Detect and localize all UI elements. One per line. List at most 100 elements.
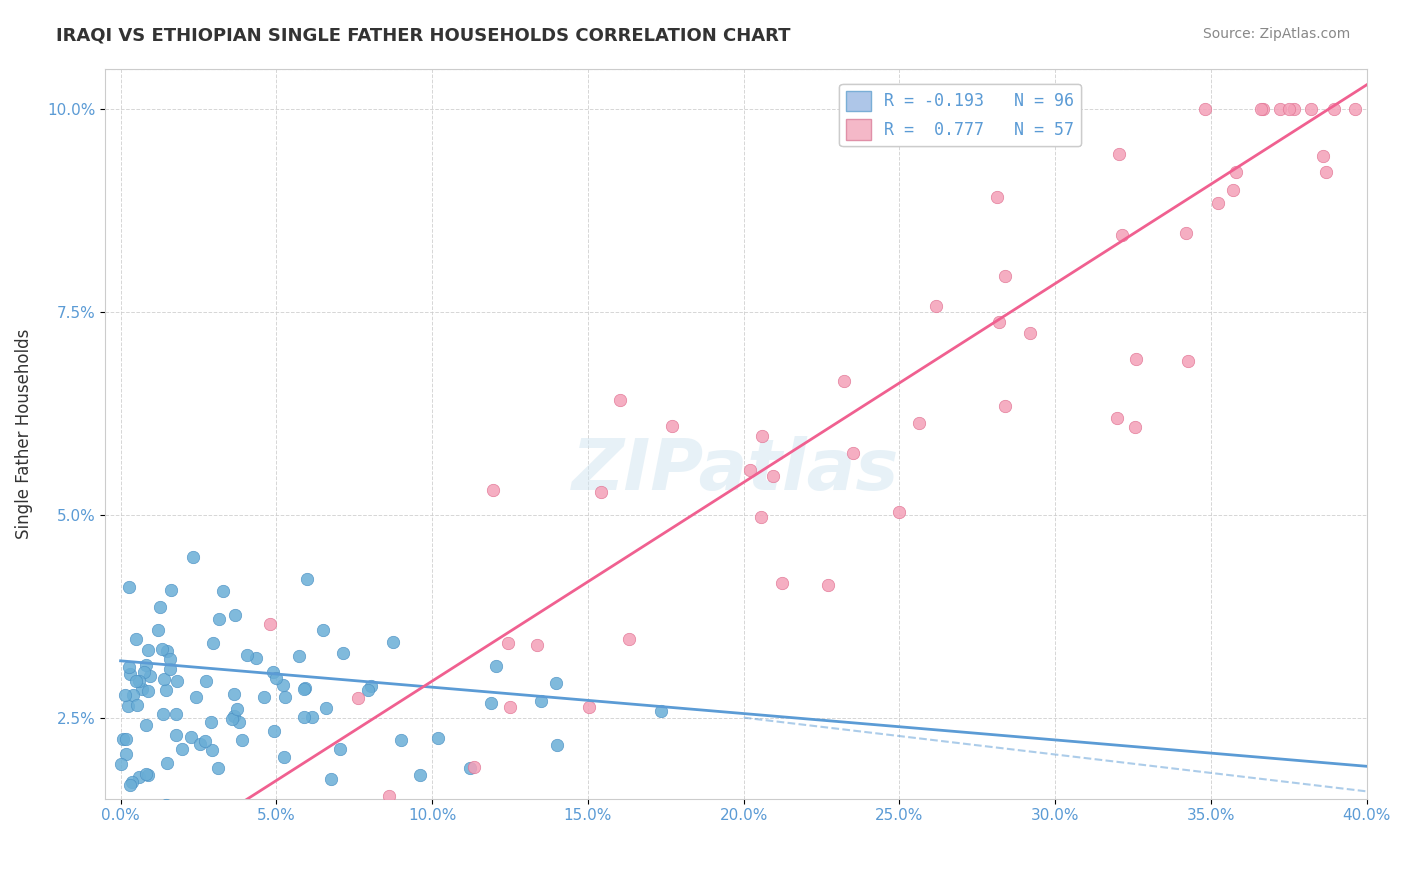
- Point: [236, 648, 259, 662]
- Point: [180, 730, 202, 744]
- Point: [479, 696, 502, 710]
- Point: [1323, 102, 1346, 116]
- Point: [1315, 165, 1337, 179]
- Point: [288, 648, 311, 663]
- Point: [650, 704, 672, 718]
- Point: [841, 446, 863, 460]
- Point: [132, 665, 155, 679]
- Point: [120, 667, 142, 681]
- Point: [1107, 411, 1129, 425]
- Point: [546, 738, 568, 752]
- Point: [264, 671, 287, 685]
- Point: [1018, 326, 1040, 340]
- Point: [485, 659, 508, 673]
- Point: [207, 761, 229, 775]
- Point: [1125, 351, 1147, 366]
- Point: [186, 690, 208, 704]
- Point: [1268, 102, 1291, 116]
- Point: [498, 699, 520, 714]
- Point: [994, 399, 1017, 413]
- Point: [135, 658, 157, 673]
- Point: [294, 681, 316, 696]
- Point: [170, 741, 193, 756]
- Point: [155, 797, 177, 812]
- Point: [526, 638, 548, 652]
- Point: [166, 674, 188, 689]
- Point: [987, 314, 1010, 328]
- Point: [346, 690, 368, 705]
- Point: [315, 701, 337, 715]
- Point: [125, 632, 148, 647]
- Point: [1174, 226, 1197, 240]
- Point: [1194, 102, 1216, 116]
- Point: [150, 642, 173, 657]
- Point: [749, 509, 772, 524]
- Point: [167, 838, 190, 852]
- Point: [762, 469, 785, 483]
- Point: [591, 485, 613, 500]
- Point: [202, 636, 225, 650]
- Point: [110, 756, 132, 771]
- Legend: R = -0.193   N = 96, R =  0.777   N = 57: R = -0.193 N = 96, R = 0.777 N = 57: [839, 84, 1081, 146]
- Point: [931, 120, 953, 135]
- Point: [128, 674, 150, 689]
- Point: [273, 690, 295, 704]
- Point: [1312, 149, 1334, 163]
- Point: [156, 644, 179, 658]
- Point: [1040, 102, 1063, 116]
- Point: [112, 732, 135, 747]
- Point: [463, 759, 485, 773]
- Point: [329, 742, 352, 756]
- Point: [1344, 102, 1367, 116]
- Point: [1123, 419, 1146, 434]
- Point: [437, 810, 460, 824]
- Point: [194, 733, 217, 747]
- Point: [427, 731, 450, 746]
- Point: [1250, 102, 1272, 116]
- Point: [834, 375, 856, 389]
- Point: [619, 632, 641, 646]
- Point: [118, 660, 141, 674]
- Point: [770, 575, 793, 590]
- Point: [146, 624, 169, 638]
- Point: [271, 678, 294, 692]
- Point: [165, 728, 187, 742]
- Point: [194, 673, 217, 688]
- Point: [292, 710, 315, 724]
- Point: [482, 483, 505, 498]
- Point: [181, 550, 204, 565]
- Point: [159, 582, 181, 597]
- Point: [321, 772, 343, 787]
- Point: [231, 733, 253, 747]
- Point: [201, 742, 224, 756]
- Point: [115, 732, 138, 747]
- Point: [381, 634, 404, 648]
- Point: [357, 682, 380, 697]
- Point: [212, 583, 235, 598]
- Point: [159, 651, 181, 665]
- Point: [409, 768, 432, 782]
- Point: [544, 675, 567, 690]
- Point: [115, 747, 138, 761]
- Point: [263, 665, 285, 679]
- Y-axis label: Single Father Households: Single Father Households: [15, 328, 32, 539]
- Point: [224, 709, 246, 723]
- Point: [253, 690, 276, 705]
- Point: [263, 723, 285, 738]
- Point: [131, 682, 153, 697]
- Point: [136, 768, 159, 782]
- Point: [1278, 102, 1301, 116]
- Point: [1225, 165, 1247, 179]
- Point: [165, 707, 187, 722]
- Point: [122, 689, 145, 703]
- Point: [114, 689, 136, 703]
- Point: [578, 700, 600, 714]
- Point: [245, 650, 267, 665]
- Point: [661, 419, 683, 434]
- Point: [1206, 196, 1229, 211]
- Point: [139, 669, 162, 683]
- Point: [125, 698, 148, 712]
- Point: [458, 761, 481, 775]
- Text: Source: ZipAtlas.com: Source: ZipAtlas.com: [1202, 27, 1350, 41]
- Point: [301, 709, 323, 723]
